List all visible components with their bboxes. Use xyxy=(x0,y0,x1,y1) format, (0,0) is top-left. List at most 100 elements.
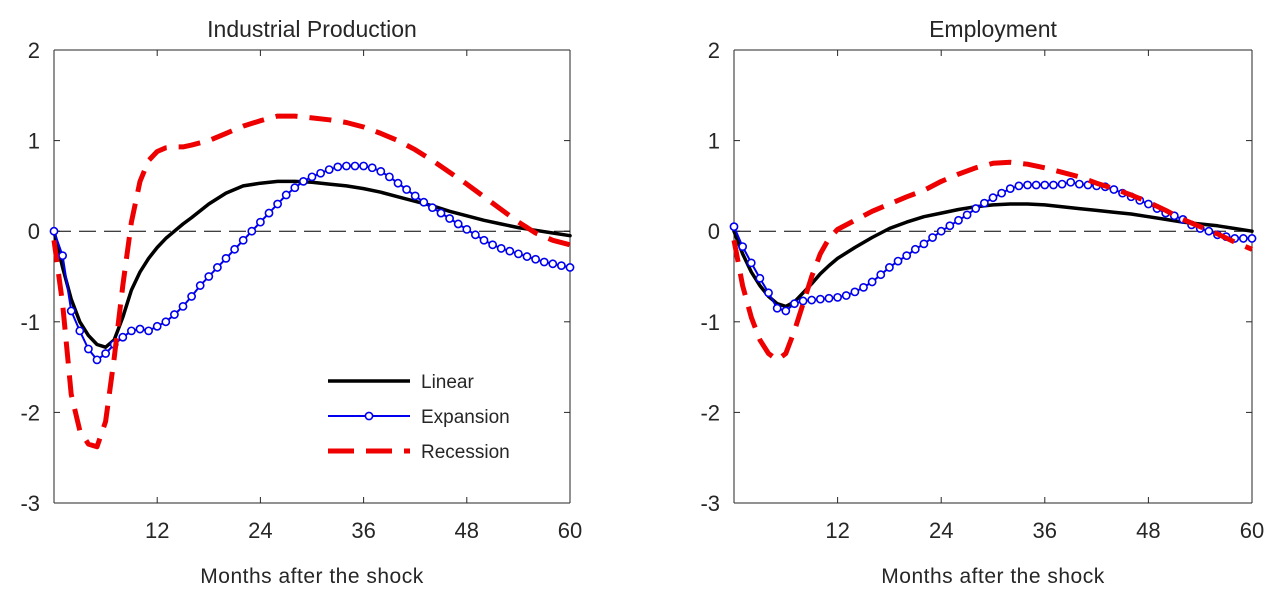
data-point-expansion xyxy=(178,301,188,311)
data-point-expansion xyxy=(833,292,842,302)
data-point-expansion xyxy=(264,208,274,218)
x-tick-label: 48 xyxy=(455,518,479,543)
data-point-expansion xyxy=(781,306,791,316)
data-point-expansion xyxy=(548,259,558,269)
data-point-expansion xyxy=(824,293,834,303)
data-point-expansion xyxy=(1014,181,1024,191)
data-point-expansion xyxy=(195,281,205,290)
data-point-expansion xyxy=(997,188,1007,198)
data-point-expansion xyxy=(1238,234,1248,243)
data-point-expansion xyxy=(798,296,808,306)
data-point-expansion xyxy=(850,287,860,297)
series-line-linear xyxy=(52,179,572,349)
data-point-expansion xyxy=(169,310,179,319)
x-axis-label: Months after the shock xyxy=(881,565,1104,588)
data-point-expansion xyxy=(135,324,145,334)
data-point-expansion xyxy=(419,197,429,207)
data-point-expansion xyxy=(126,326,136,336)
legend-marker-expansion xyxy=(364,411,374,421)
x-tick-label: 36 xyxy=(351,518,375,543)
data-point-expansion xyxy=(815,294,825,304)
data-point-expansion xyxy=(988,193,998,203)
data-point-expansion xyxy=(496,244,506,253)
panel-1: Industrial Production 2 1 0 -1 -2 -3 12 24 36 48 60… xyxy=(20,16,582,588)
data-point-expansion xyxy=(49,226,59,236)
data-point-expansion xyxy=(290,183,300,193)
data-point-expansion xyxy=(1204,226,1214,236)
data-point-expansion xyxy=(772,303,782,313)
data-point-expansion xyxy=(885,263,894,272)
legend-label-linear: Linear xyxy=(421,372,474,393)
data-point-expansion xyxy=(954,215,963,225)
data-point-expansion xyxy=(298,176,308,186)
data-point-expansion xyxy=(255,217,265,227)
data-point-expansion xyxy=(910,244,920,254)
data-point-expansion xyxy=(859,282,868,292)
y-tick-label: -1 xyxy=(20,310,40,335)
data-point-expansion xyxy=(393,178,403,188)
y-tick-label: -2 xyxy=(20,400,40,425)
data-point-expansion xyxy=(531,254,540,264)
data-point-expansion xyxy=(350,161,360,171)
x-tick-label: 48 xyxy=(1136,518,1160,543)
data-point-expansion xyxy=(867,277,877,287)
data-point-expansion xyxy=(144,326,153,336)
data-point-expansion xyxy=(367,163,377,173)
data-point-expansion xyxy=(807,295,817,305)
x-axis-label: Months after the shock xyxy=(200,565,423,588)
y-tick-label: 2 xyxy=(28,38,40,63)
data-point-expansion xyxy=(1144,199,1153,209)
data-point-expansion xyxy=(427,203,437,213)
data-point-expansion xyxy=(945,221,955,231)
data-point-expansion xyxy=(522,252,532,261)
data-point-expansion xyxy=(230,244,239,254)
x-tick-label: 12 xyxy=(145,518,169,543)
data-point-expansion xyxy=(488,240,497,250)
data-point-expansion xyxy=(402,185,411,194)
data-point-expansion xyxy=(84,344,93,354)
data-point-expansion xyxy=(1066,177,1076,187)
x-tick-label: 12 xyxy=(825,518,849,543)
data-point-expansion xyxy=(92,355,102,365)
data-point-expansion xyxy=(746,258,756,268)
data-point-expansion xyxy=(1247,234,1257,243)
data-point-expansion xyxy=(316,168,325,178)
x-tick-label: 24 xyxy=(248,518,272,543)
series-line-recession xyxy=(51,113,571,450)
data-point-expansion xyxy=(902,251,912,261)
y-tick-label: -1 xyxy=(700,310,720,335)
data-point-expansion xyxy=(1057,179,1067,189)
data-point-expansion xyxy=(755,273,765,283)
data-point-expansion xyxy=(410,191,420,201)
data-point-expansion xyxy=(445,214,454,223)
data-point-expansion xyxy=(1109,185,1119,194)
y-tick-label: 1 xyxy=(708,129,720,154)
data-point-expansion xyxy=(212,263,222,272)
data-point-expansion xyxy=(919,239,929,249)
data-point-expansion xyxy=(514,249,523,259)
data-point-expansion xyxy=(505,246,515,256)
y-tick-label: 0 xyxy=(28,219,40,244)
data-point-expansion xyxy=(376,167,386,176)
data-point-expansion xyxy=(893,256,903,266)
data-point-expansion xyxy=(341,161,351,171)
data-point-expansion xyxy=(359,161,368,171)
data-point-expansion xyxy=(962,210,972,220)
data-point-expansion xyxy=(273,199,282,209)
data-point-expansion xyxy=(876,270,886,280)
data-point-expansion xyxy=(936,226,946,236)
data-point-expansion xyxy=(324,165,334,174)
legend-label-recession: Recession xyxy=(421,442,510,463)
data-point-expansion xyxy=(539,257,549,267)
data-point-expansion xyxy=(75,326,85,336)
data-point-expansion xyxy=(238,235,248,245)
data-point-expansion xyxy=(436,208,446,218)
data-point-expansion xyxy=(790,299,799,309)
data-point-expansion xyxy=(384,172,394,182)
x-tick-label: 60 xyxy=(558,518,582,543)
data-point-expansion xyxy=(66,306,76,316)
data-point-expansion xyxy=(333,162,343,172)
data-point-expansion xyxy=(1040,180,1050,190)
